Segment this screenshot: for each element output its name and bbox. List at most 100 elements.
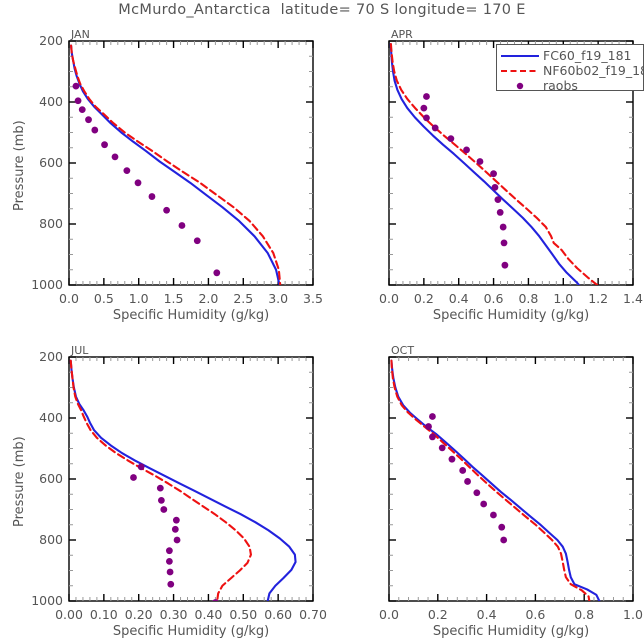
raobs-marker	[423, 114, 430, 122]
xtick-label: 0.30	[159, 607, 188, 622]
xtick-label: 0.70	[299, 607, 327, 622]
raobs-marker	[165, 547, 173, 555]
xtick-label: 0.2	[413, 291, 434, 306]
xtick-label: 0.6	[525, 607, 546, 622]
panel-label-jan: JAN	[71, 28, 90, 41]
raobs-marker	[78, 106, 86, 114]
xtick-label: 0.50	[229, 607, 258, 622]
raobs-marker	[148, 193, 156, 200]
xtick-label: 0.5	[93, 291, 114, 306]
ytick-label: 800	[39, 532, 63, 547]
raobs-marker	[490, 170, 497, 178]
raobs-marker	[463, 146, 470, 154]
raobs-marker	[156, 484, 164, 492]
xtick-label: 0.0	[379, 291, 399, 306]
raobs-marker	[431, 124, 439, 132]
xtick-label: 0.0	[379, 607, 399, 622]
legend-label-nf60b02-f19-18: NF60b02_f19_18	[543, 63, 644, 78]
ytick-label: 600	[39, 155, 63, 170]
series-line-nf60b02	[70, 44, 282, 285]
raobs-marker	[425, 423, 432, 430]
raobs-marker	[91, 126, 99, 134]
xtick-label: 1.4	[623, 291, 643, 306]
xtick-label: 0.00	[55, 607, 83, 622]
xtick-label: 0.8	[574, 607, 595, 622]
legend-label-raobs: raobs	[543, 78, 578, 91]
raobs-marker	[490, 511, 497, 519]
raobs-marker	[447, 135, 455, 143]
ytick-label: 400	[39, 410, 63, 425]
panel-label-jul: JUL	[71, 344, 89, 357]
xtick-label: 0.40	[194, 607, 223, 622]
raobs-marker	[423, 93, 430, 100]
xtick-label: 0.0	[59, 291, 79, 306]
raobs-marker	[172, 516, 180, 524]
raobs-marker	[420, 104, 428, 112]
ytick-label: 1000	[31, 277, 63, 292]
xtick-label: 3.0	[268, 291, 289, 306]
raobs-marker	[178, 222, 186, 229]
xtick-label: 3.5	[303, 291, 323, 306]
raobs-marker	[476, 158, 484, 165]
raobs-marker	[130, 474, 137, 481]
raobs-marker	[500, 536, 508, 544]
raobs-marker	[480, 500, 488, 508]
raobs-marker	[134, 179, 142, 187]
raobs-marker	[173, 536, 181, 544]
ytick-label: 600	[39, 471, 63, 486]
series-line-fc60	[69, 359, 297, 601]
y-axis-title: Pressure (mb)	[12, 120, 27, 211]
legend: FC60_f19_181 NF60b02_f19_18 raobs	[496, 44, 644, 91]
xtick-label: 2.0	[198, 291, 219, 306]
raobs-marker	[167, 580, 175, 588]
series-line-fc60	[70, 44, 281, 285]
xtick-label: 0.2	[427, 607, 448, 622]
raobs-marker	[438, 444, 446, 452]
raobs-marker	[464, 478, 471, 485]
series-line-nf60b02	[69, 359, 252, 601]
xtick-label: 0.10	[89, 607, 118, 622]
raobs-marker	[494, 196, 502, 204]
raobs-marker	[160, 506, 168, 513]
xtick-label: 1.2	[588, 291, 609, 306]
x-axis-title: Specific Humidity (g/kg)	[432, 624, 590, 639]
raobs-marker	[491, 184, 499, 191]
raobs-marker	[193, 237, 201, 245]
legend-label-fc60-f19-181: FC60_f19_181	[543, 48, 632, 63]
raobs-marker	[501, 261, 509, 269]
x-axis-title: Specific Humidity (g/kg)	[112, 308, 270, 323]
ytick-label: 400	[39, 94, 63, 109]
ytick-label: 1000	[31, 593, 63, 608]
series-line-fc60	[390, 359, 601, 601]
ytick-label: 800	[39, 216, 63, 231]
raobs-marker	[101, 141, 108, 149]
raobs-marker	[111, 153, 119, 161]
raobs-marker	[213, 269, 221, 277]
figure-title: McMurdo_Antarctica latitude= 70 S longit…	[118, 2, 526, 18]
xtick-label: 2.5	[233, 291, 254, 306]
raobs-marker	[137, 463, 145, 471]
panel-label-oct: OCT	[391, 344, 415, 357]
xtick-label: 0.4	[476, 607, 497, 622]
series-line-nf60b02	[390, 359, 591, 601]
xtick-label: 0.60	[264, 607, 293, 622]
raobs-marker	[165, 557, 173, 565]
x-axis-title: Specific Humidity (g/kg)	[432, 308, 590, 323]
xtick-label: 1.0	[128, 291, 149, 306]
y-axis-title: Pressure (mb)	[12, 436, 27, 527]
raobs-marker	[429, 433, 436, 441]
raobs-marker	[72, 82, 80, 90]
raobs-marker	[496, 209, 504, 216]
raobs-marker	[212, 599, 219, 601]
raobs-marker	[166, 568, 174, 576]
x-axis-title: Specific Humidity (g/kg)	[112, 624, 270, 639]
raobs-marker	[157, 496, 165, 504]
raobs-marker	[429, 413, 436, 420]
raobs-marker	[123, 167, 131, 175]
xtick-label: 1.0	[553, 291, 574, 306]
raobs-marker	[500, 239, 508, 247]
raobs-marker	[85, 116, 92, 124]
xtick-label: 0.4	[448, 291, 469, 306]
raobs-marker	[459, 467, 467, 474]
